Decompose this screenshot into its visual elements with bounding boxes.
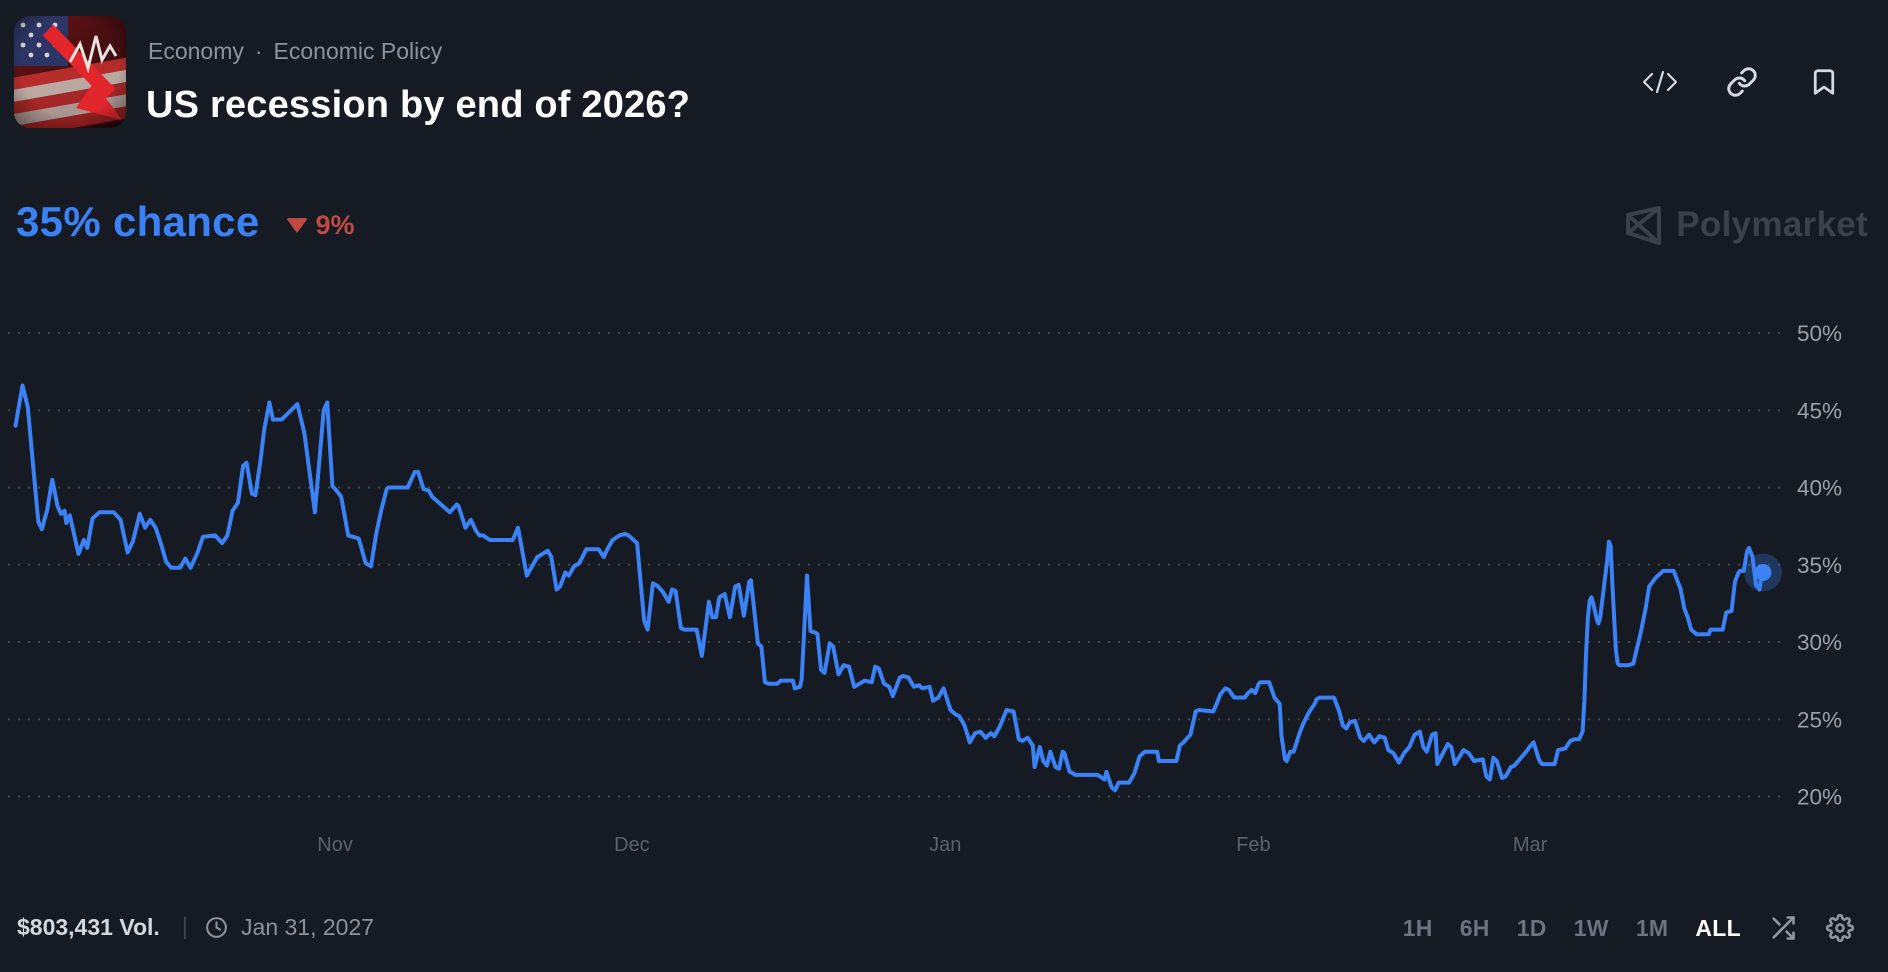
shuffle-icon bbox=[1772, 916, 1795, 940]
market-title: US recession by end of 2026? bbox=[146, 84, 691, 126]
triangle-down-icon bbox=[285, 217, 308, 233]
breadcrumb-category[interactable]: Economy bbox=[148, 38, 244, 64]
market-thumbnail bbox=[14, 16, 126, 128]
y-tick-35%: 35% bbox=[1797, 553, 1842, 578]
change-value: 9% bbox=[315, 209, 355, 240]
probability-line bbox=[13, 383, 1765, 793]
y-tick-45%: 45% bbox=[1797, 398, 1842, 423]
chart-footer: $803,431 Vol. | Jan 31, 2027 1H 6H 1D 1W… bbox=[0, 905, 1888, 955]
current-value-dot bbox=[1754, 563, 1772, 581]
timeframe-1w[interactable]: 1W bbox=[1573, 914, 1609, 941]
settings-gear-icon bbox=[1826, 914, 1854, 942]
timeframe-1d[interactable]: 1D bbox=[1516, 914, 1547, 941]
us-flag-recession-image bbox=[14, 16, 126, 128]
x-tick-Feb: Feb bbox=[1236, 834, 1270, 856]
y-tick-25%: 25% bbox=[1797, 707, 1842, 732]
x-tick-Nov: Nov bbox=[317, 834, 353, 856]
header-actions bbox=[1642, 64, 1842, 100]
bookmark-icon bbox=[1813, 69, 1835, 95]
price-change: 9% bbox=[285, 209, 355, 241]
clock-icon bbox=[206, 916, 227, 938]
timeframe-6h[interactable]: 6H bbox=[1459, 914, 1490, 941]
timeframe-1h[interactable]: 1H bbox=[1402, 914, 1433, 941]
y-tick-30%: 30% bbox=[1797, 630, 1842, 655]
chart-settings-button[interactable] bbox=[1825, 913, 1855, 943]
watermark-brand: Polymarket bbox=[1676, 205, 1868, 244]
timeframe-controls: 1H 6H 1D 1W 1M ALL bbox=[1403, 913, 1855, 943]
chance-row: 35% chance 9% bbox=[16, 198, 355, 246]
chance-text: 35% chance bbox=[16, 198, 260, 246]
end-date-row: Jan 31, 2027 bbox=[204, 914, 374, 941]
end-date: Jan 31, 2027 bbox=[241, 913, 375, 940]
timeframe-1m[interactable]: 1M bbox=[1635, 914, 1669, 941]
x-tick-Dec: Dec bbox=[614, 834, 650, 856]
chance-value: 35% bbox=[16, 198, 101, 245]
breadcrumb-separator: · bbox=[254, 38, 263, 64]
copy-link-icon bbox=[1727, 67, 1757, 97]
embed-code-button[interactable] bbox=[1642, 64, 1678, 100]
breadcrumb-subcategory[interactable]: Economic Policy bbox=[273, 38, 443, 64]
divider: | bbox=[181, 913, 189, 940]
y-tick-40%: 40% bbox=[1797, 476, 1842, 501]
chance-label: chance bbox=[112, 198, 260, 245]
y-tick-50%: 50% bbox=[1797, 321, 1842, 346]
y-tick-20%: 20% bbox=[1797, 785, 1842, 810]
compare-markets-button[interactable] bbox=[1768, 913, 1798, 943]
volume-row: $803,431 Vol. | Jan 31, 2027 bbox=[17, 913, 374, 941]
bookmark-button[interactable] bbox=[1806, 64, 1842, 100]
volume-label: $803,431 Vol. bbox=[17, 913, 160, 940]
polymarket-logo bbox=[1626, 206, 1662, 245]
x-tick-Mar: Mar bbox=[1513, 834, 1548, 856]
timeframe-all[interactable]: ALL bbox=[1695, 914, 1741, 941]
copy-link-button[interactable] bbox=[1724, 64, 1760, 100]
polymarket-watermark: Polymarket bbox=[1625, 205, 1868, 245]
embed-code-icon bbox=[1642, 70, 1678, 94]
x-tick-Jan: Jan bbox=[929, 834, 961, 856]
breadcrumb: Economy · Economic Policy bbox=[148, 38, 442, 65]
